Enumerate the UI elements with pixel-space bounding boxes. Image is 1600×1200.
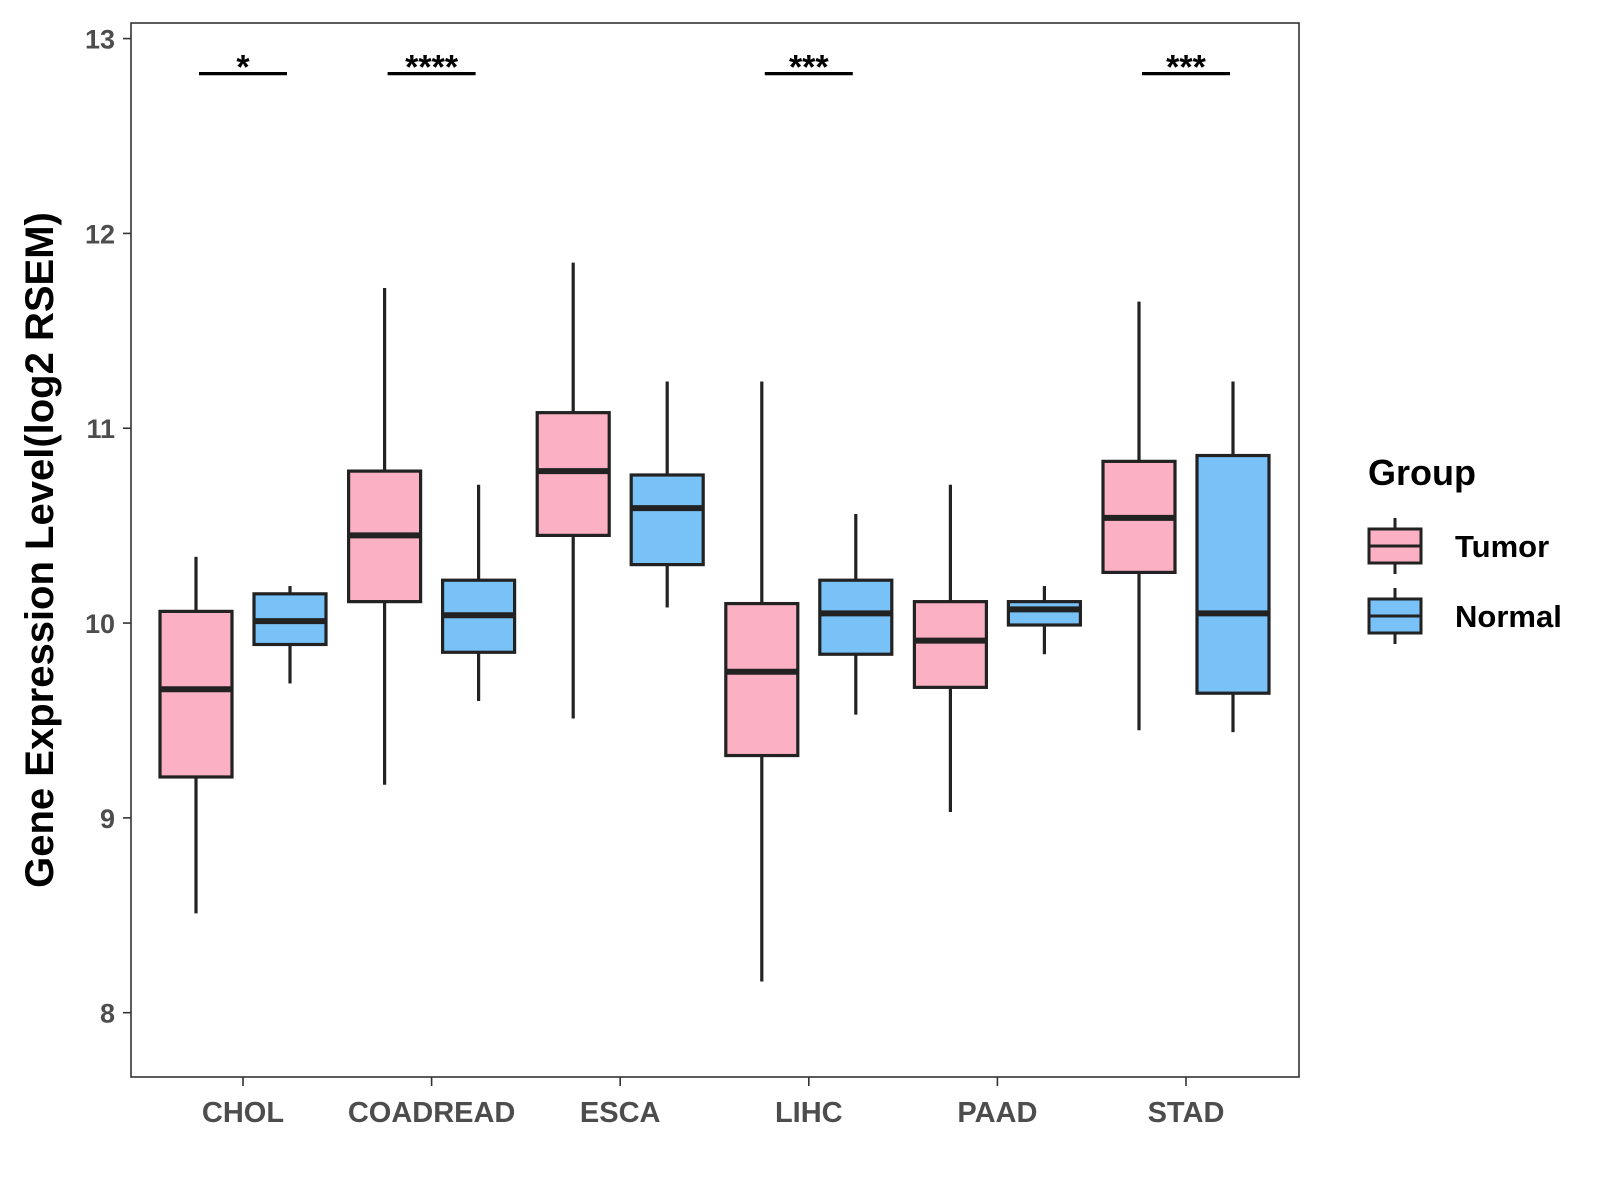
box-iqr	[818, 578, 894, 656]
legend-label-normal: Normal	[1455, 599, 1562, 634]
x-tick-label-chol: CHOL	[202, 1097, 284, 1129]
box-esca-normal	[629, 381, 705, 608]
box-iqr	[158, 609, 234, 779]
box-iqr	[724, 601, 800, 758]
x-tick-label-paad: PAAD	[957, 1097, 1037, 1129]
y-tick-label-13: 13	[85, 25, 115, 55]
legend-key-tumor	[1367, 518, 1423, 574]
significance-layer: * **** *** ***	[199, 49, 1230, 87]
box-paad-tumor	[912, 484, 989, 813]
box-iqr	[912, 600, 989, 689]
box-lihc-normal	[818, 513, 894, 715]
box-iqr	[1006, 600, 1083, 627]
boxes-layer	[158, 262, 1271, 982]
x-axis: CHOL COADREAD ESCA LIHC PAAD STAD	[202, 1077, 1224, 1129]
sig-label-coadread: ****	[405, 49, 459, 87]
x-tick-label-stad: STAD	[1148, 1097, 1225, 1129]
sig-label-stad: ***	[1166, 49, 1206, 87]
box-chol-tumor	[158, 556, 234, 914]
y-tick-label-10: 10	[85, 609, 115, 639]
box-paad-normal	[1006, 586, 1083, 655]
box-chol-normal	[252, 586, 328, 684]
x-tick-label-lihc: LIHC	[775, 1097, 843, 1129]
box-iqr	[1195, 453, 1271, 695]
box-coadread-normal	[441, 484, 517, 701]
box-stad-tumor	[1101, 301, 1177, 731]
sig-label-chol: *	[236, 49, 250, 87]
legend-key-normal	[1367, 588, 1423, 644]
box-lihc-tumor	[724, 381, 800, 982]
box-coadread-tumor	[347, 287, 423, 785]
y-tick-label-9: 9	[100, 804, 115, 834]
y-axis: 8 9 10 11 12 13	[85, 25, 131, 1029]
y-tick-label-8: 8	[100, 999, 115, 1029]
y-tick-label-11: 11	[86, 414, 115, 444]
y-axis-label: Gene Expression Level(log2 RSEM)	[18, 212, 62, 888]
x-tick-label-coadread: COADREAD	[348, 1097, 516, 1129]
sig-label-lihc: ***	[789, 49, 829, 87]
y-tick-label-12: 12	[85, 219, 115, 249]
box-iqr	[629, 473, 705, 567]
box-esca-tumor	[535, 262, 611, 719]
box-stad-normal	[1195, 381, 1271, 733]
x-tick-label-esca: ESCA	[580, 1097, 661, 1129]
legend: Group Tumor Normal	[1367, 452, 1562, 644]
legend-title: Group	[1368, 452, 1476, 493]
legend-label-tumor: Tumor	[1455, 529, 1549, 564]
